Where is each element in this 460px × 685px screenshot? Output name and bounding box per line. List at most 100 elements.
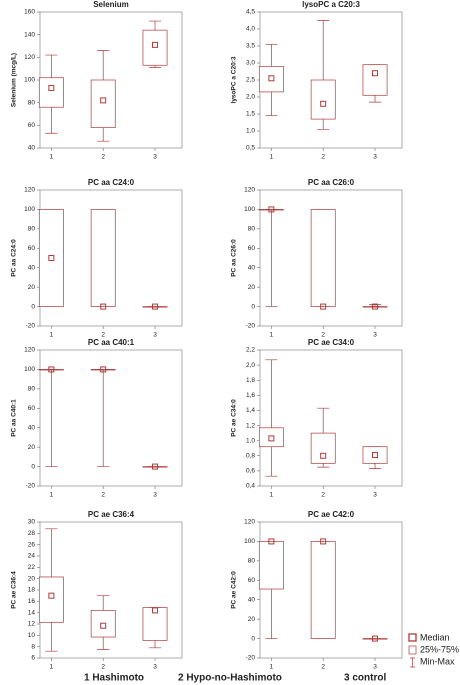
median-marker bbox=[320, 538, 327, 545]
median-marker bbox=[268, 435, 275, 442]
y-tick-label: 0 bbox=[31, 303, 35, 310]
y-tick-label: 2,2 bbox=[246, 347, 255, 354]
panel-title: PC ae C36:4 bbox=[88, 510, 135, 519]
box bbox=[310, 209, 336, 307]
y-axis-label: PC aa C24:0 bbox=[11, 239, 18, 277]
panel: lysoPC a C20:3 lysoPC a C20:3 0,5 1,0 1,5 2,0… bbox=[231, 0, 403, 161]
y-tick-label: 140 bbox=[24, 31, 35, 38]
box bbox=[362, 64, 388, 96]
whisker bbox=[97, 369, 110, 467]
plot-frame bbox=[259, 189, 403, 327]
y-tick-label: 2,5 bbox=[246, 77, 255, 84]
y-tick-label: 20 bbox=[28, 284, 36, 291]
y-tick-label: 1,8 bbox=[246, 377, 255, 384]
y-tick-label: 0 bbox=[251, 635, 255, 642]
y-tick-label: 1,6 bbox=[246, 392, 255, 399]
y-tick-label: 28 bbox=[28, 530, 36, 537]
y-tick-label: 14 bbox=[28, 609, 36, 616]
y-tick-label: 1,2 bbox=[246, 422, 255, 429]
x-tick-label: 2 bbox=[321, 154, 325, 161]
y-tick-label: 0 bbox=[31, 463, 35, 470]
x-tick-label: 2 bbox=[321, 492, 325, 499]
median-marker bbox=[372, 452, 379, 459]
panel-title: PC ae C42:0 bbox=[308, 510, 355, 519]
box bbox=[38, 77, 64, 108]
box bbox=[310, 79, 336, 120]
y-axis-label: PC aa C26:0 bbox=[231, 239, 238, 277]
x-tick-label: 3 bbox=[153, 154, 157, 161]
y-tick-label: 0,8 bbox=[246, 452, 255, 459]
y-tick-label: 160 bbox=[24, 9, 35, 16]
y-tick-label: 2,0 bbox=[246, 362, 255, 369]
median-marker bbox=[100, 622, 107, 629]
box bbox=[362, 306, 388, 308]
y-axis-label: PC ae C42:0 bbox=[231, 571, 238, 609]
box bbox=[90, 369, 116, 371]
y-tick-label: 24 bbox=[28, 553, 36, 560]
y-tick-label: 20 bbox=[248, 616, 256, 623]
y-tick-label: 100 bbox=[24, 366, 35, 373]
y-tick-label: 3,5 bbox=[246, 43, 255, 50]
box bbox=[362, 446, 388, 464]
median-marker bbox=[320, 100, 327, 107]
legend-whisker-icon bbox=[410, 657, 415, 668]
y-tick-label: 0 bbox=[251, 303, 255, 310]
y-tick-label: 100 bbox=[244, 538, 255, 545]
median-marker bbox=[372, 635, 379, 642]
group-label: 1 Hashimoto bbox=[84, 673, 144, 684]
median-marker bbox=[48, 84, 55, 91]
group-label: 3 control bbox=[344, 673, 386, 684]
box bbox=[90, 610, 116, 638]
y-tick-label: 40 bbox=[28, 145, 36, 152]
legend-median-icon bbox=[408, 633, 417, 642]
y-axis-label: PC aa C40:1 bbox=[11, 399, 18, 437]
box bbox=[362, 638, 388, 640]
median-marker bbox=[372, 70, 379, 77]
y-tick-label: 60 bbox=[28, 245, 36, 252]
y-tick-label: 40 bbox=[248, 596, 256, 603]
y-tick-label: 0,6 bbox=[246, 468, 255, 475]
y-tick-label: 4,0 bbox=[246, 26, 255, 33]
x-tick-label: 3 bbox=[153, 332, 157, 339]
median-marker bbox=[100, 97, 107, 104]
y-tick-label: 22 bbox=[28, 564, 36, 571]
median-marker bbox=[320, 303, 327, 310]
y-axis-label: Selenium (mcg/L) bbox=[11, 53, 18, 107]
median-marker bbox=[152, 303, 159, 310]
x-tick-label: 2 bbox=[101, 332, 105, 339]
y-tick-label: 1,5 bbox=[246, 111, 255, 118]
box bbox=[310, 432, 336, 464]
x-tick-label: 2 bbox=[321, 664, 325, 671]
y-tick-label: -20 bbox=[26, 483, 36, 490]
y-tick-label: 20 bbox=[248, 284, 256, 291]
median-marker bbox=[48, 255, 55, 261]
x-tick-label: 1 bbox=[270, 332, 274, 339]
box bbox=[90, 79, 116, 128]
y-tick-label: 100 bbox=[24, 206, 35, 213]
y-tick-label: 20 bbox=[28, 575, 36, 582]
y-tick-label: 18 bbox=[28, 587, 36, 594]
panel-title: PC aa C24:0 bbox=[88, 178, 135, 187]
y-tick-label: 1,0 bbox=[246, 437, 255, 444]
whisker bbox=[265, 209, 278, 307]
y-tick-label: 60 bbox=[248, 577, 256, 584]
box bbox=[38, 209, 64, 307]
panel: PC ae C36:4PC ae C36:4681012141618202224… bbox=[11, 510, 183, 671]
panel-title: lysoPC a C20:3 bbox=[302, 0, 360, 9]
y-tick-label: -20 bbox=[26, 323, 36, 330]
x-tick-label: 3 bbox=[153, 664, 157, 671]
legend-box-icon bbox=[408, 645, 417, 655]
legend: Median 25%-75% Min-Max bbox=[408, 632, 459, 668]
box bbox=[258, 209, 284, 211]
x-tick-label: 1 bbox=[50, 332, 54, 339]
panel: PC aa C24:0 PC aa C24:0 -20 0 20 40 60 80 100 120… bbox=[11, 178, 183, 339]
panel-title: PC ae C34:0 bbox=[308, 338, 355, 347]
y-tick-label: 80 bbox=[28, 226, 36, 233]
legend-label: Min-Max bbox=[420, 656, 455, 666]
x-tick-label: 2 bbox=[101, 492, 105, 499]
median-marker bbox=[268, 538, 275, 545]
x-tick-label: 1 bbox=[50, 154, 54, 161]
y-tick-label: 60 bbox=[248, 245, 256, 252]
plot-frame bbox=[259, 349, 403, 487]
median-marker bbox=[152, 607, 159, 614]
